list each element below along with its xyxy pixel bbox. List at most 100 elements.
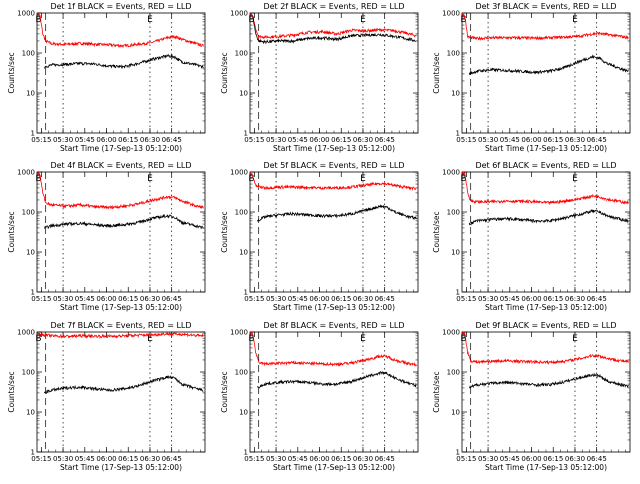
x-axis-label: Start Time (17-Sep-13 05:12:00) bbox=[273, 144, 395, 153]
y-tick-label: 1000 bbox=[442, 329, 460, 337]
x-tick-label: 05:15 bbox=[244, 136, 264, 144]
x-tick-label: 05:15 bbox=[456, 295, 476, 303]
x-tick-label: 05:15 bbox=[244, 455, 264, 463]
x-tick-label: 06:45 bbox=[375, 295, 395, 303]
x-axis-label: Start Time (17-Sep-13 05:12:00) bbox=[60, 303, 182, 312]
x-tick-label: 06:30 bbox=[565, 136, 585, 144]
panel-title: Det 5f BLACK = Events, RED = LLD bbox=[263, 161, 404, 170]
end-marker: E bbox=[360, 15, 366, 25]
x-tick-label: 06:00 bbox=[521, 295, 541, 303]
series-line-red bbox=[250, 172, 417, 191]
y-tick-label: 1 bbox=[31, 130, 35, 138]
y-tick-label: 1000 bbox=[442, 10, 460, 18]
x-axis-label: Start Time (17-Sep-13 05:12:00) bbox=[485, 144, 607, 153]
x-tick-label: 06:15 bbox=[118, 136, 138, 144]
y-tick-label: 10 bbox=[239, 90, 248, 98]
x-tick-label: 06:45 bbox=[162, 295, 182, 303]
y-tick-label: 1 bbox=[244, 289, 248, 297]
x-tick-label: 06:00 bbox=[309, 455, 329, 463]
x-tick-label: 06:00 bbox=[96, 455, 116, 463]
plot-frame bbox=[36, 331, 206, 453]
y-tick-label: 10 bbox=[26, 409, 35, 417]
y-tick-label: 1000 bbox=[442, 169, 460, 177]
x-tick-label: 05:30 bbox=[266, 455, 286, 463]
x-tick-label: 05:45 bbox=[288, 455, 308, 463]
plot-frame bbox=[249, 171, 419, 293]
series-line-black bbox=[43, 53, 204, 70]
y-tick-label: 10 bbox=[451, 90, 460, 98]
plot-frame bbox=[461, 171, 631, 293]
x-tick-label: 06:00 bbox=[309, 295, 329, 303]
y-axis-label: Counts/sec bbox=[220, 52, 229, 93]
x-axis-label: Start Time (17-Sep-13 05:12:00) bbox=[485, 463, 607, 472]
y-tick-label: 100 bbox=[22, 209, 35, 217]
y-tick-label: 100 bbox=[447, 369, 460, 377]
begin-marker: B bbox=[35, 174, 41, 184]
x-tick-label: 05:45 bbox=[500, 136, 520, 144]
begin-marker: B bbox=[460, 174, 466, 184]
x-tick-label: 06:30 bbox=[140, 136, 160, 144]
x-tick-label: 06:15 bbox=[331, 295, 351, 303]
end-marker: E bbox=[572, 174, 578, 184]
y-tick-label: 1000 bbox=[17, 169, 35, 177]
series-line-red bbox=[37, 13, 204, 49]
x-tick-label: 06:00 bbox=[521, 455, 541, 463]
series-line-red bbox=[250, 13, 417, 40]
y-axis-label: Counts/sec bbox=[7, 371, 16, 412]
y-axis-label: Counts/sec bbox=[432, 52, 441, 93]
x-tick-label: 05:15 bbox=[244, 295, 264, 303]
end-marker: E bbox=[147, 334, 153, 344]
panel-title: Det 1f BLACK = Events, RED = LLD bbox=[50, 2, 191, 11]
x-tick-label: 06:30 bbox=[140, 455, 160, 463]
y-tick-label: 10 bbox=[451, 409, 460, 417]
y-tick-label: 1000 bbox=[17, 329, 35, 337]
panel-title: Det 2f BLACK = Events, RED = LLD bbox=[263, 2, 404, 11]
begin-marker: B bbox=[460, 15, 466, 25]
x-tick-label: 06:45 bbox=[375, 136, 395, 144]
x-tick-label: 05:30 bbox=[266, 136, 286, 144]
x-tick-label: 06:15 bbox=[543, 455, 563, 463]
series-line-black bbox=[256, 371, 417, 389]
detector-panel-4: Det 4f BLACK = Events, RED = LLD 1 10 100 10… bbox=[7, 161, 206, 312]
series-line-red bbox=[37, 172, 204, 210]
y-tick-label: 100 bbox=[235, 209, 248, 217]
series-line-red bbox=[462, 13, 629, 42]
y-tick-label: 10 bbox=[239, 249, 248, 257]
plot-frame bbox=[461, 12, 631, 134]
series-line-black bbox=[252, 16, 417, 45]
detector-panel-2: Det 2f BLACK = Events, RED = LLD 1 10 100 10… bbox=[220, 2, 419, 153]
x-tick-label: 05:30 bbox=[478, 136, 498, 144]
begin-marker: B bbox=[248, 174, 254, 184]
plot-frame bbox=[36, 12, 206, 134]
y-tick-label: 1 bbox=[244, 449, 248, 457]
x-tick-label: 05:45 bbox=[288, 136, 308, 144]
y-axis-label: Counts/sec bbox=[7, 211, 16, 252]
series-line-black bbox=[468, 372, 629, 389]
y-tick-label: 1000 bbox=[230, 10, 248, 18]
begin-marker: B bbox=[35, 15, 41, 25]
x-tick-label: 06:45 bbox=[375, 455, 395, 463]
plot-frame bbox=[249, 331, 419, 453]
y-tick-label: 1 bbox=[456, 449, 460, 457]
y-axis-label: Counts/sec bbox=[220, 211, 229, 252]
panel-title: Det 9f BLACK = Events, RED = LLD bbox=[475, 321, 616, 330]
x-axis-label: Start Time (17-Sep-13 05:12:00) bbox=[60, 463, 182, 472]
x-tick-label: 05:15 bbox=[31, 136, 51, 144]
begin-marker: B bbox=[460, 334, 466, 344]
x-tick-label: 05:15 bbox=[456, 455, 476, 463]
x-axis-label: Start Time (17-Sep-13 05:12:00) bbox=[60, 144, 182, 153]
x-tick-label: 05:15 bbox=[31, 455, 51, 463]
x-tick-label: 05:45 bbox=[75, 455, 95, 463]
y-axis-label: Counts/sec bbox=[7, 52, 16, 93]
y-tick-label: 100 bbox=[235, 50, 248, 58]
x-tick-label: 06:45 bbox=[162, 455, 182, 463]
series-line-red bbox=[37, 332, 204, 340]
x-tick-label: 05:15 bbox=[456, 136, 476, 144]
y-tick-label: 1000 bbox=[230, 329, 248, 337]
x-tick-label: 05:45 bbox=[500, 295, 520, 303]
x-tick-label: 06:30 bbox=[565, 295, 585, 303]
end-marker: E bbox=[572, 15, 578, 25]
x-tick-label: 06:15 bbox=[331, 455, 351, 463]
